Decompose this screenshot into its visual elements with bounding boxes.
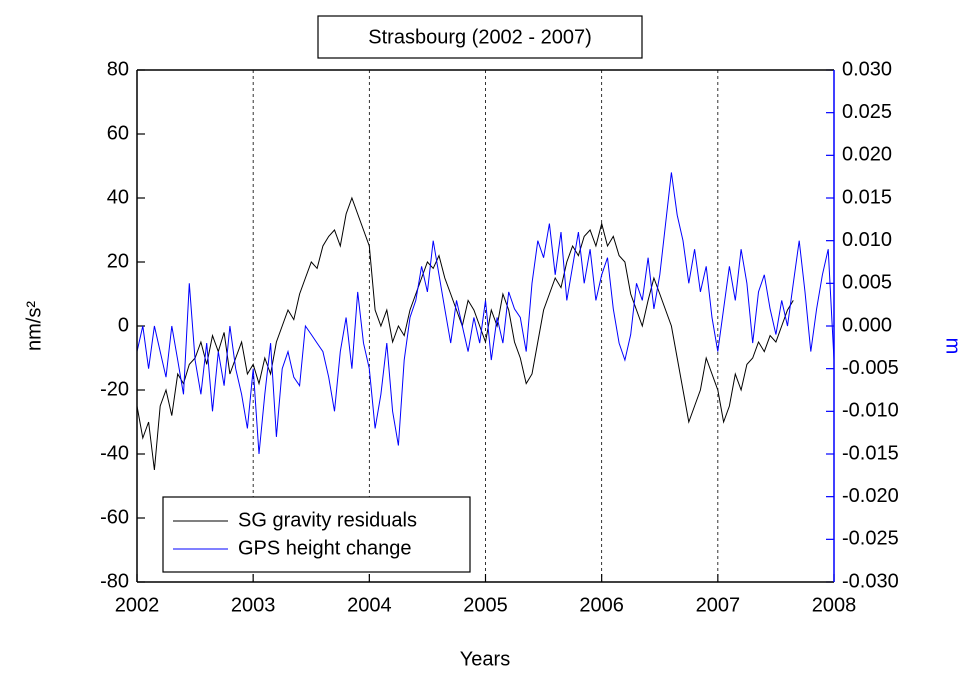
x-tick-label: 2005 [463, 594, 508, 616]
y2-tick-label: -0.030 [842, 570, 899, 592]
x-axis-label: Years [460, 648, 510, 670]
y2-tick-label: 0.030 [842, 58, 892, 80]
series-line [136, 172, 835, 455]
y-tick-label: -80 [100, 570, 129, 592]
title-box [317, 15, 643, 59]
y2-tick-label: -0.005 [842, 357, 899, 379]
y2-tick-label: 0.005 [842, 272, 892, 294]
x-tick-label: 2003 [231, 594, 276, 616]
legend-label: SG gravity residuals [238, 509, 417, 531]
y-tick-label: -20 [100, 378, 129, 400]
chart-title: Strasbourg (2002 - 2007) [368, 26, 591, 48]
y2-tick-label: 0.000 [842, 314, 892, 336]
series-line [136, 196, 794, 471]
y-tick-label: 60 [107, 122, 129, 144]
x-tick-label: 2004 [347, 594, 392, 616]
legend-label: GPS height change [238, 537, 411, 559]
y-tick-label: 80 [107, 58, 129, 80]
x-tick-label: 2008 [812, 594, 857, 616]
y-tick-label: -40 [100, 442, 129, 464]
y2-tick-label: 0.025 [842, 101, 892, 123]
y-tick-label: 20 [107, 250, 129, 272]
y2-tick-label: 0.010 [842, 229, 892, 251]
x-tick-label: 2006 [579, 594, 624, 616]
y2-tick-label: 0.015 [842, 186, 892, 208]
y2-tick-label: -0.020 [842, 485, 899, 507]
y-tick-label: -60 [100, 506, 129, 528]
y-tick-label: 40 [107, 186, 129, 208]
y2-tick-label: 0.020 [842, 144, 892, 166]
x-tick-label: 2002 [115, 594, 160, 616]
legend-box [162, 496, 471, 573]
y-tick-label: 0 [118, 314, 129, 336]
y2-tick-label: -0.025 [842, 528, 899, 550]
y2-axis-label: m [942, 338, 964, 355]
x-tick-label: 2007 [696, 594, 741, 616]
y2-tick-label: -0.015 [842, 442, 899, 464]
y2-tick-label: -0.010 [842, 400, 899, 422]
y-axis-label: nm/s² [23, 301, 45, 351]
